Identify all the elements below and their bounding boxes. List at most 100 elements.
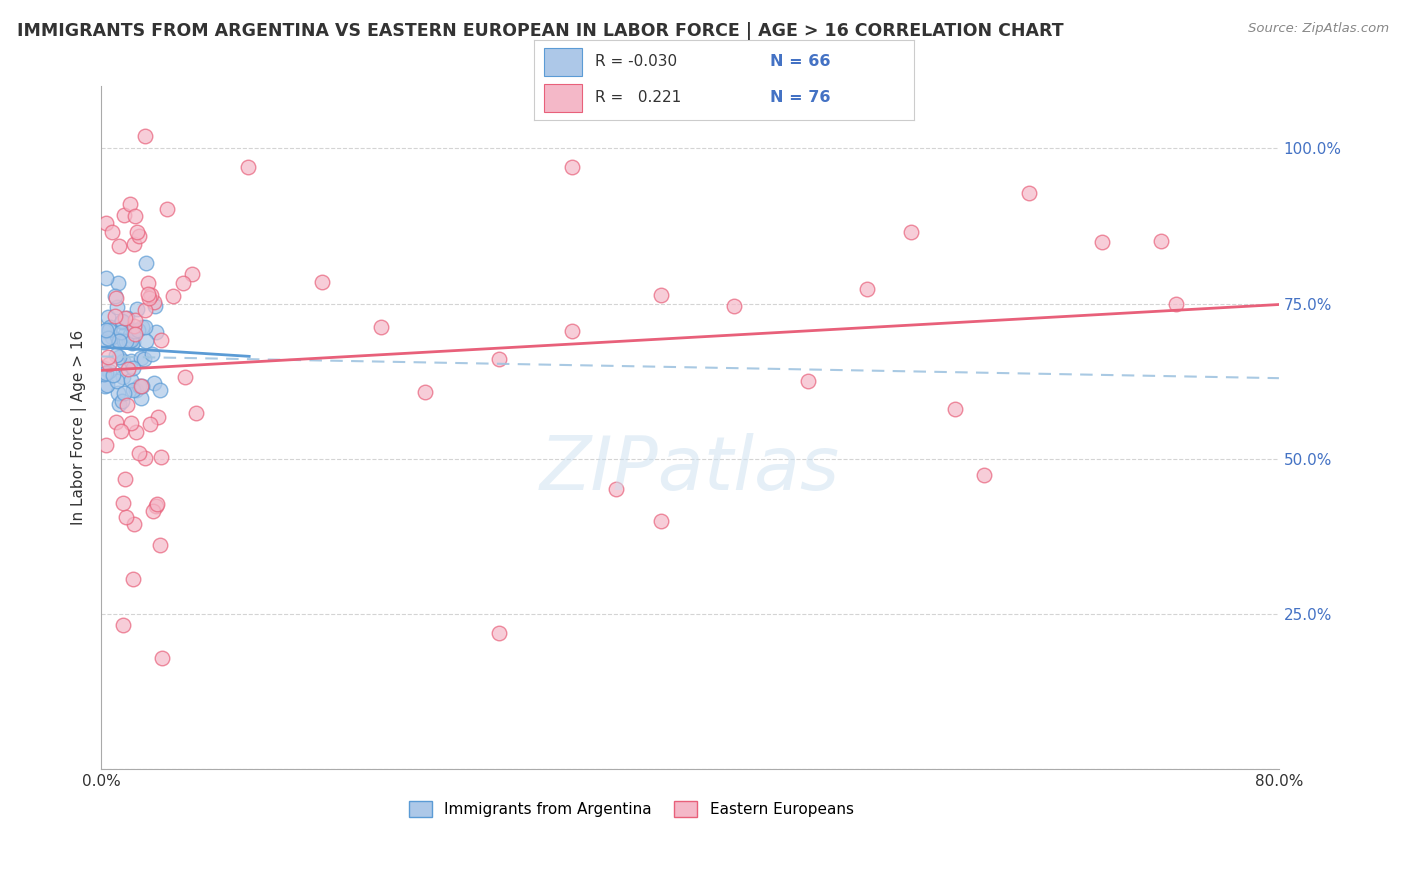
Point: [134, 450, 156, 465]
Point: [108, 334, 131, 349]
Point: [105, 300, 128, 314]
Point: [943, 402, 966, 417]
Point: [107, 386, 129, 401]
Point: [108, 334, 131, 348]
Point: [650, 288, 672, 302]
Point: [125, 384, 148, 398]
Point: [122, 517, 145, 532]
Point: [122, 324, 145, 338]
Point: [114, 510, 136, 524]
Point: [135, 256, 157, 270]
Point: [122, 383, 145, 397]
Point: [797, 374, 820, 388]
Point: [145, 325, 167, 339]
Point: [104, 310, 127, 324]
Point: [124, 326, 146, 341]
Point: [136, 287, 159, 301]
Point: [142, 294, 165, 309]
Point: [101, 368, 124, 383]
Point: [104, 289, 127, 303]
Point: [117, 362, 139, 376]
Bar: [544, 48, 582, 77]
Bar: [544, 85, 582, 112]
Point: [111, 313, 134, 327]
Point: [127, 301, 149, 316]
Point: [122, 319, 145, 334]
Point: [488, 352, 510, 367]
Point: [135, 334, 157, 348]
Point: [134, 320, 156, 334]
Point: [93, 335, 115, 350]
Point: [97, 331, 120, 345]
Point: [98, 319, 121, 334]
Point: [311, 275, 333, 289]
Point: [723, 300, 745, 314]
Point: [238, 160, 260, 174]
Point: [149, 333, 172, 347]
Point: [112, 334, 135, 349]
Point: [650, 514, 672, 528]
Point: [128, 379, 150, 393]
Point: [129, 351, 152, 365]
Point: [120, 353, 142, 368]
Point: [104, 347, 127, 361]
Legend: Immigrants from Argentina, Eastern Europeans: Immigrants from Argentina, Eastern Europ…: [402, 795, 859, 823]
Point: [120, 197, 142, 211]
Point: [129, 391, 152, 405]
Point: [108, 333, 131, 347]
Point: [114, 310, 136, 325]
Point: [1091, 235, 1114, 249]
Point: [142, 376, 165, 390]
Point: [181, 267, 204, 281]
Point: [488, 625, 510, 640]
Point: [96, 378, 118, 392]
Point: [122, 237, 145, 252]
Point: [855, 282, 877, 296]
Point: [118, 334, 141, 348]
Point: [146, 410, 169, 425]
Point: [94, 438, 117, 452]
Point: [118, 328, 141, 343]
Point: [94, 271, 117, 285]
Point: [142, 504, 165, 518]
Point: [105, 374, 128, 388]
Point: [124, 313, 146, 327]
Text: N = 76: N = 76: [769, 90, 830, 105]
Point: [122, 572, 145, 586]
Point: [101, 225, 124, 239]
Point: [172, 276, 194, 290]
Point: [93, 367, 115, 381]
Point: [146, 497, 169, 511]
Point: [110, 424, 132, 438]
Point: [111, 496, 134, 510]
Point: [145, 499, 167, 513]
Text: R =   0.221: R = 0.221: [595, 90, 682, 105]
Text: Source: ZipAtlas.com: Source: ZipAtlas.com: [1249, 22, 1389, 36]
Point: [112, 385, 135, 400]
Point: [1164, 296, 1187, 310]
Point: [136, 277, 159, 291]
Point: [111, 315, 134, 329]
Point: [108, 396, 131, 410]
Point: [141, 346, 163, 360]
Point: [152, 650, 174, 665]
Point: [139, 287, 162, 301]
Point: [561, 160, 583, 174]
Text: IMMIGRANTS FROM ARGENTINA VS EASTERN EUROPEAN IN LABOR FORCE | AGE > 16 CORRELAT: IMMIGRANTS FROM ARGENTINA VS EASTERN EUR…: [17, 22, 1063, 40]
Text: R = -0.030: R = -0.030: [595, 54, 678, 70]
Point: [114, 471, 136, 485]
Point: [117, 310, 139, 325]
Point: [122, 323, 145, 337]
Point: [149, 383, 172, 397]
Point: [114, 334, 136, 348]
Point: [108, 351, 131, 365]
Point: [120, 333, 142, 347]
Point: [96, 323, 118, 337]
Point: [105, 415, 128, 429]
Point: [114, 326, 136, 341]
Point: [124, 209, 146, 223]
Point: [110, 325, 132, 339]
Point: [1018, 186, 1040, 201]
Point: [128, 446, 150, 460]
Point: [973, 467, 995, 482]
